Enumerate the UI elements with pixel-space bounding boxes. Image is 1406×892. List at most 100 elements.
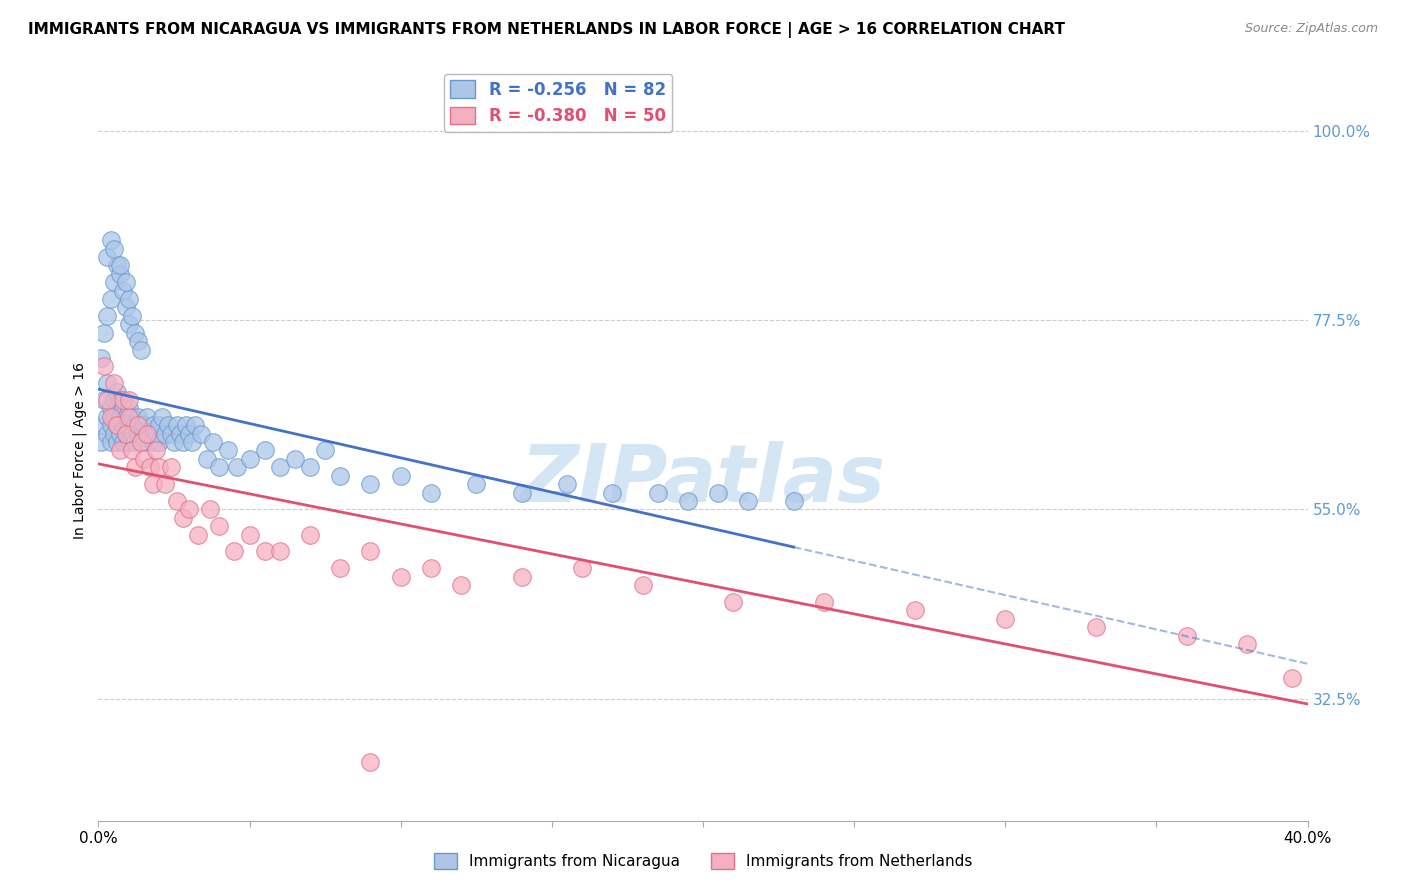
- Point: [163, 435, 186, 450]
- Point: [1236, 637, 1258, 651]
- Point: [783, 494, 806, 508]
- Point: [1281, 671, 1303, 685]
- Point: [108, 259, 131, 273]
- Point: [127, 409, 149, 424]
- Point: [145, 443, 167, 458]
- Point: [118, 435, 141, 450]
- Point: [139, 426, 162, 441]
- Point: [172, 510, 194, 524]
- Point: [105, 401, 128, 416]
- Point: [96, 392, 118, 407]
- Point: [96, 426, 118, 441]
- Point: [217, 443, 239, 458]
- Point: [103, 392, 125, 407]
- Point: [1085, 620, 1108, 634]
- Point: [174, 418, 197, 433]
- Point: [96, 309, 118, 323]
- Point: [108, 426, 131, 441]
- Point: [187, 527, 209, 541]
- Point: [118, 318, 141, 332]
- Point: [132, 451, 155, 466]
- Point: [239, 451, 262, 466]
- Point: [100, 435, 122, 450]
- Point: [420, 561, 443, 575]
- Point: [111, 284, 134, 298]
- Point: [723, 595, 745, 609]
- Point: [148, 418, 170, 433]
- Point: [129, 435, 152, 450]
- Point: [127, 426, 149, 441]
- Point: [105, 384, 128, 399]
- Point: [389, 468, 412, 483]
- Point: [118, 392, 141, 407]
- Point: [226, 460, 249, 475]
- Point: [114, 275, 136, 289]
- Point: [269, 544, 291, 558]
- Point: [96, 376, 118, 391]
- Point: [132, 435, 155, 450]
- Point: [420, 485, 443, 500]
- Point: [142, 477, 165, 491]
- Point: [90, 351, 112, 365]
- Point: [129, 343, 152, 357]
- Point: [103, 409, 125, 424]
- Point: [200, 502, 222, 516]
- Point: [111, 435, 134, 450]
- Point: [93, 392, 115, 407]
- Point: [100, 292, 122, 306]
- Point: [108, 443, 131, 458]
- Point: [118, 409, 141, 424]
- Point: [139, 460, 162, 475]
- Point: [169, 426, 191, 441]
- Point: [195, 451, 218, 466]
- Point: [108, 392, 131, 407]
- Point: [103, 376, 125, 391]
- Point: [269, 460, 291, 475]
- Point: [129, 418, 152, 433]
- Point: [105, 418, 128, 433]
- Point: [602, 485, 624, 500]
- Point: [153, 426, 176, 441]
- Point: [160, 426, 183, 441]
- Point: [314, 443, 336, 458]
- Point: [737, 494, 759, 508]
- Point: [676, 494, 699, 508]
- Point: [105, 418, 128, 433]
- Text: IMMIGRANTS FROM NICARAGUA VS IMMIGRANTS FROM NETHERLANDS IN LABOR FORCE | AGE > : IMMIGRANTS FROM NICARAGUA VS IMMIGRANTS …: [28, 22, 1066, 38]
- Point: [208, 460, 231, 475]
- Point: [360, 755, 382, 769]
- Point: [114, 409, 136, 424]
- Point: [96, 250, 118, 264]
- Point: [121, 443, 143, 458]
- Point: [114, 426, 136, 441]
- Point: [127, 334, 149, 348]
- Point: [135, 426, 157, 441]
- Point: [135, 409, 157, 424]
- Point: [166, 494, 188, 508]
- Point: [103, 275, 125, 289]
- Point: [360, 477, 382, 491]
- Point: [166, 418, 188, 433]
- Point: [150, 409, 173, 424]
- Point: [108, 267, 131, 281]
- Point: [555, 477, 578, 491]
- Point: [190, 426, 212, 441]
- Point: [124, 326, 146, 340]
- Point: [103, 242, 125, 256]
- Point: [813, 595, 835, 609]
- Point: [647, 485, 669, 500]
- Point: [124, 418, 146, 433]
- Point: [1175, 628, 1198, 642]
- Point: [160, 460, 183, 475]
- Point: [707, 485, 730, 500]
- Point: [100, 409, 122, 424]
- Point: [360, 544, 382, 558]
- Point: [224, 544, 246, 558]
- Point: [111, 418, 134, 433]
- Point: [450, 578, 472, 592]
- Point: [114, 426, 136, 441]
- Point: [103, 426, 125, 441]
- Point: [93, 418, 115, 433]
- Point: [90, 435, 112, 450]
- Legend: Immigrants from Nicaragua, Immigrants from Netherlands: Immigrants from Nicaragua, Immigrants fr…: [427, 847, 979, 875]
